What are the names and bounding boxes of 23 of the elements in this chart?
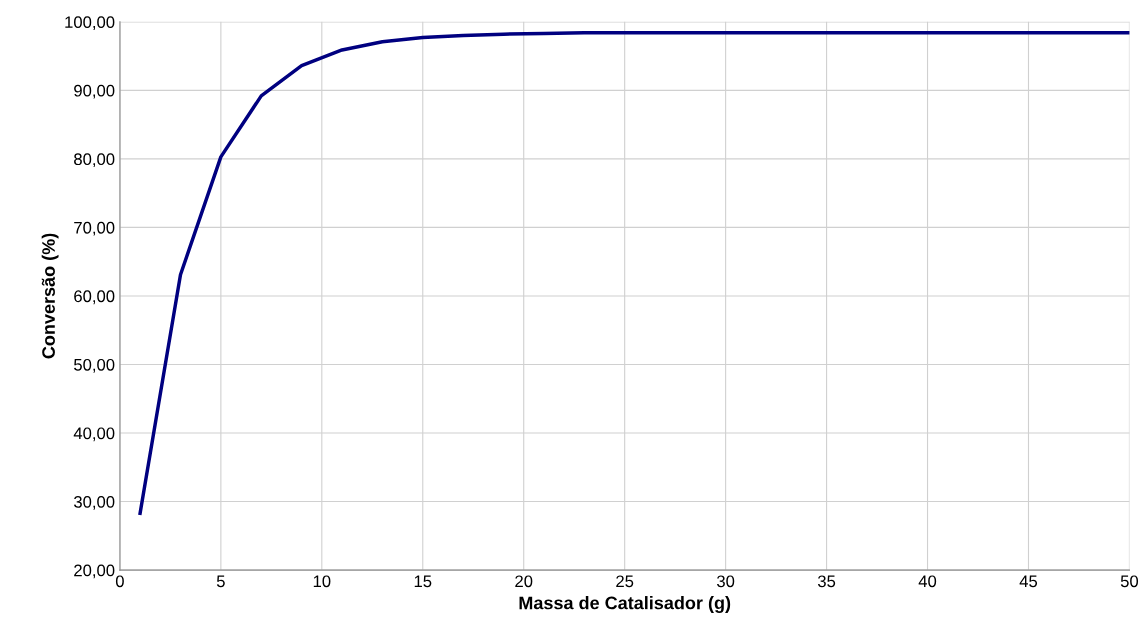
x-tick-label: 10 (313, 575, 331, 588)
y-tick-label: 30,00 (73, 495, 115, 510)
x-tick-label: 25 (616, 575, 634, 588)
x-tick-label: 20 (515, 575, 533, 588)
x-tick-label: 5 (216, 575, 225, 588)
x-axis-title: Massa de Catalisador (g) (519, 596, 731, 613)
y-tick-label: 100,00 (65, 16, 115, 30)
y-tick-label: 70,00 (74, 221, 115, 236)
line-series (138, 31, 1130, 515)
y-tick-label: 50,00 (74, 358, 115, 373)
y-tick-label: 20,00 (74, 564, 115, 579)
x-tick-label: 30 (716, 575, 735, 588)
x-tick-label: 35 (817, 575, 836, 588)
y-tick-label: 40,00 (73, 427, 115, 442)
y-tick-label: 90,00 (74, 84, 115, 99)
x-tick-label: 0 (115, 575, 124, 588)
x-tick-label: 40 (918, 575, 937, 588)
x-tick-label: 15 (414, 575, 432, 588)
y-axis-title: Conversão (%) (41, 233, 59, 359)
y-tick-label: 60,00 (74, 290, 115, 305)
x-tick-label: 50 (1120, 575, 1139, 588)
x-tick-label: 45 (1019, 575, 1038, 588)
y-tick-label: 80,00 (74, 153, 115, 168)
